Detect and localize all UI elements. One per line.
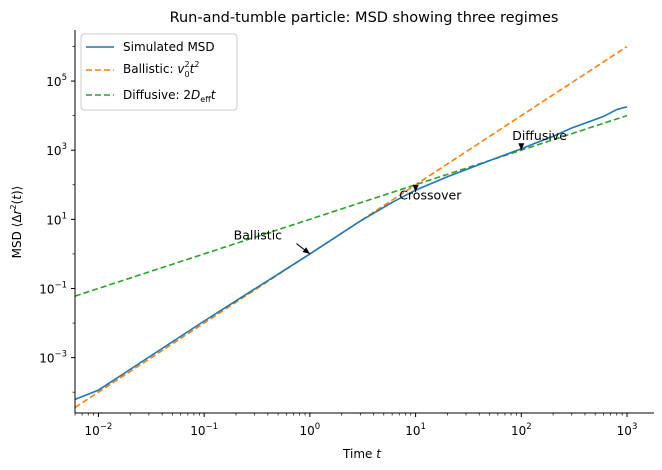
annotation-label-0: Ballistic [234,228,283,243]
y-tick-label-3: 103 [46,142,67,158]
x-axis-label: Time t [342,447,382,461]
legend: Simulated MSD Ballistic: v2 0t2 Diffusive… [80,33,238,111]
x-tick-label-4: 102 [511,422,532,438]
x-tick-label-1: 10−1 [190,422,218,438]
x-tick-label-0: 10−2 [85,422,113,438]
legend-box [80,33,238,111]
x-ticks: 10−2 10−1 100 101 102 103 [74,413,638,438]
annotations: Ballistic Crossover Diffusive [234,128,567,255]
legend-label-diffusive: Diffusive: 2Defft [123,88,217,104]
y-tick-label-4: 105 [46,73,67,89]
y-tick-label-1: 10−1 [39,280,67,296]
x-tick-label-3: 101 [405,422,426,438]
x-tick-label-2: 100 [300,422,321,438]
y-axis-label: MSD ⟨Δr2(t)⟩ [9,186,24,259]
plot-area [75,45,628,409]
series-line-2 [75,114,628,297]
chart-title: Run-and-tumble particle: MSD showing thr… [170,10,559,26]
y-tick-label-0: 10−3 [39,350,67,366]
annotation-arrow-0 [296,243,311,255]
y-ticks: 10−3 10−1 101 103 105 [39,46,75,393]
series-line-0 [75,106,628,401]
y-tick-label-2: 101 [46,211,67,227]
legend-label-simulated: Simulated MSD [123,40,215,54]
legend-label-ballistic: Ballistic: v2 0t2 [123,60,199,79]
x-tick-label-5: 103 [617,422,638,438]
annotation-label-1: Crossover [399,187,462,202]
annotation-label-2: Diffusive [512,128,567,143]
